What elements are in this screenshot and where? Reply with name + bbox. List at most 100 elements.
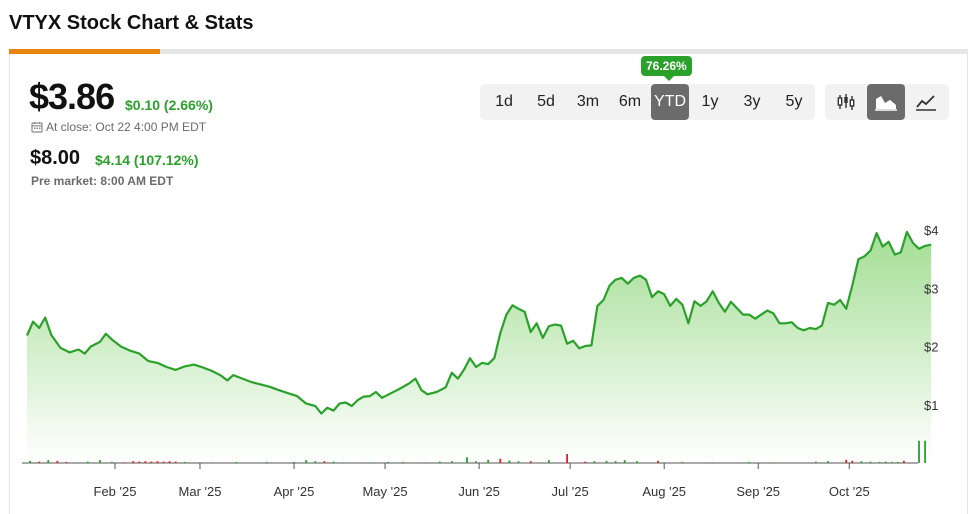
volume-bar (86, 461, 89, 463)
range-button-5y[interactable]: 5y (773, 84, 815, 120)
volume-bar (869, 461, 872, 463)
volume-bar (475, 461, 477, 463)
candlestick-icon (837, 94, 855, 110)
premarket-time-label: Pre market: 8:00 AM EDT (31, 174, 174, 188)
x-tick-label: Mar '25 (179, 484, 222, 499)
title-rule-accent (9, 49, 160, 54)
volume-bar (815, 461, 817, 463)
volume-bar (711, 462, 714, 463)
volume-bar (47, 460, 50, 463)
volume-bar (593, 461, 596, 463)
volume-bar (450, 461, 453, 463)
volume-bar (851, 460, 854, 463)
volume-bar (65, 461, 68, 463)
calendar-icon (31, 122, 43, 133)
x-tick-label: Sep '25 (736, 484, 780, 499)
volume-bar (138, 461, 141, 463)
range-button-1d[interactable]: 1d (483, 84, 525, 120)
volume-bar (614, 461, 617, 463)
volume-bar (896, 461, 899, 463)
close-time-label: At close: Oct 22 4:00 PM EDT (46, 120, 207, 134)
volume-bar (657, 460, 659, 463)
volume-bar (38, 461, 41, 463)
volume-bar (566, 454, 568, 463)
volume-bar (156, 461, 159, 463)
price-change: $0.10 (2.66%) (125, 97, 213, 113)
volume-bar (584, 461, 587, 463)
volume-bar (748, 461, 750, 463)
volume-bar (466, 457, 468, 463)
close-time-line: At close: Oct 22 4:00 PM EDT (31, 120, 206, 134)
area-chart-icon (875, 96, 897, 111)
volume-bar (183, 461, 186, 463)
title-rule (9, 49, 968, 54)
y-tick-label: $3 (924, 281, 938, 296)
current-price: $3.86 (29, 76, 115, 117)
volume-bar (123, 462, 125, 463)
volume-bar (29, 460, 31, 463)
x-tick-label: Oct '25 (829, 484, 870, 499)
volume-bar (878, 461, 881, 463)
premarket-change: $4.14 (107.12%) (95, 152, 199, 168)
price-area-fill (27, 231, 932, 463)
volume-bar (924, 440, 926, 463)
x-tick-label: Feb '25 (94, 484, 137, 499)
volume-bar (132, 461, 135, 463)
volume-bar (918, 440, 920, 463)
volume-bar (903, 460, 905, 463)
volume-bar (827, 461, 829, 463)
volume-bar (845, 459, 848, 463)
volume-bar (265, 461, 268, 463)
price-line (25, 230, 932, 415)
x-tick-label: Jun '25 (458, 484, 500, 499)
volume-bar (174, 461, 177, 463)
volume-bar (636, 461, 638, 463)
volume-bar (211, 462, 213, 463)
volume-bar (99, 460, 101, 463)
volume-bar (681, 461, 684, 463)
volume-bar (438, 461, 441, 463)
range-button-3m[interactable]: 3m (567, 84, 609, 120)
x-tick-label: May '25 (362, 484, 407, 499)
volume-bar (314, 461, 317, 463)
chart-card (9, 54, 968, 514)
range-button-ytd[interactable]: YTD (651, 84, 689, 120)
range-return-badge: 76.26% (641, 56, 692, 81)
chart-type-selector (825, 84, 949, 120)
volume-bar (529, 461, 532, 463)
volume-bar (144, 461, 147, 463)
volume-bar (369, 462, 371, 463)
chart-type-line-button[interactable] (907, 84, 945, 120)
y-tick-label: $2 (924, 340, 938, 355)
volume-bar (860, 461, 863, 463)
volume-bar (341, 462, 344, 463)
range-button-5d[interactable]: 5d (525, 84, 567, 120)
volume-bar (111, 461, 113, 463)
volume-bar (235, 461, 238, 463)
volume-bar (305, 460, 308, 463)
volume-bar (517, 461, 520, 463)
volume-bar (323, 461, 326, 463)
volume-bar (884, 461, 887, 463)
volume-bar (423, 462, 426, 463)
x-tick-label: Aug '25 (642, 484, 686, 499)
volume-bar (56, 460, 59, 463)
range-button-6m[interactable]: 6m (609, 84, 651, 120)
volume-bar (150, 461, 153, 463)
range-button-3y[interactable]: 3y (731, 84, 773, 120)
volume-bar (74, 462, 77, 463)
x-tick-label: Apr '25 (274, 484, 315, 499)
range-button-1y[interactable]: 1y (689, 84, 731, 120)
chart-type-area-button[interactable] (867, 84, 905, 120)
line-chart-icon (916, 95, 936, 111)
volume-bar (402, 461, 405, 463)
volume-bar (508, 460, 511, 463)
volume-bar (387, 461, 389, 463)
volume-bar (162, 461, 165, 463)
volume-bar (293, 461, 295, 463)
volume-bar (623, 460, 626, 463)
volume-bar (772, 462, 775, 463)
chart-type-candlestick-button[interactable] (827, 84, 865, 120)
